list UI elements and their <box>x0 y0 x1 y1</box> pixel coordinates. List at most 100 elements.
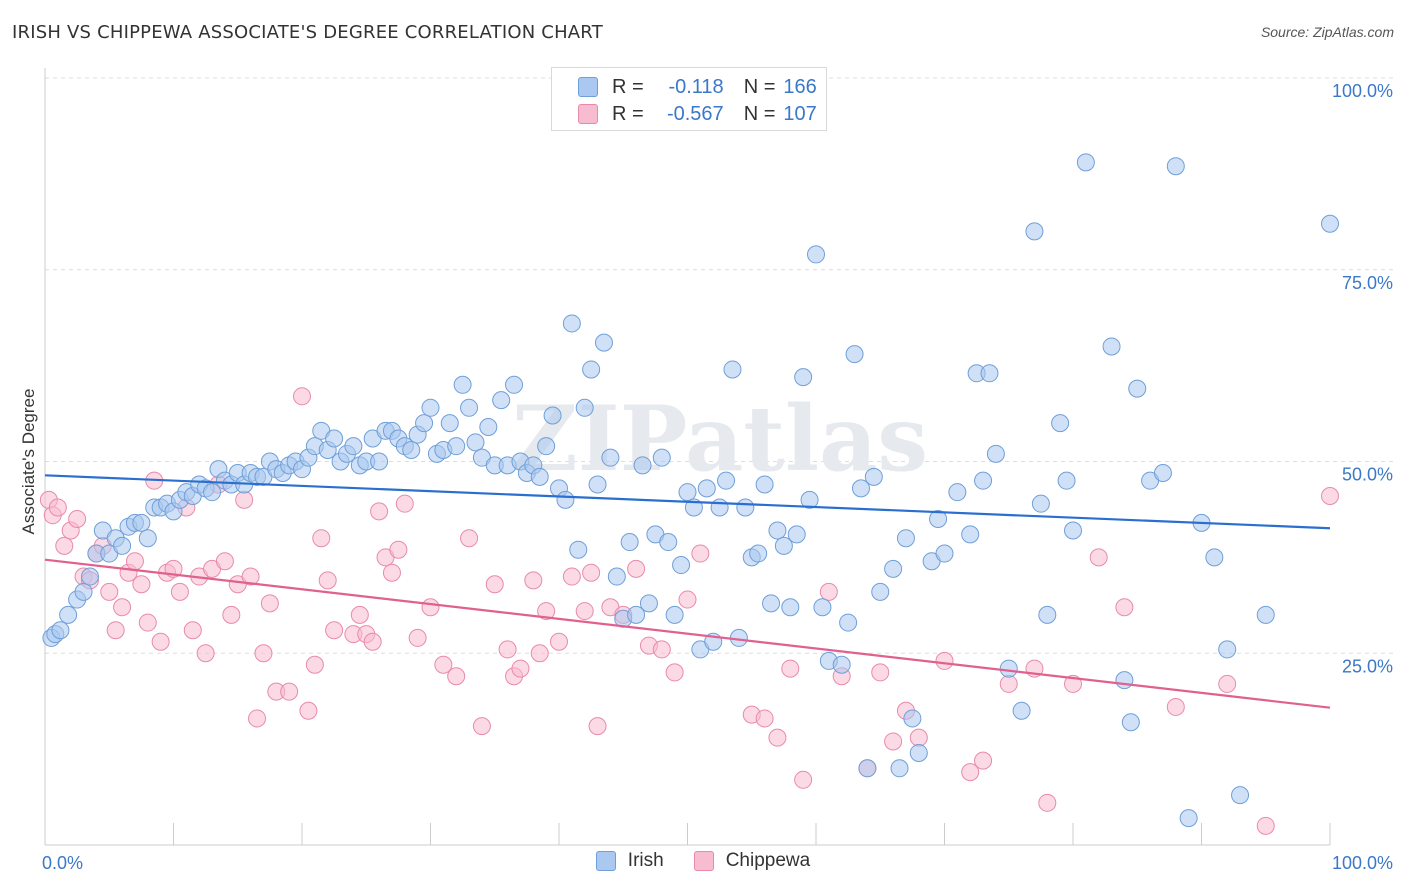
chippewa-point <box>1166 697 1185 716</box>
chippewa-point <box>280 682 299 701</box>
irish-point <box>851 479 870 498</box>
irish-point <box>1012 701 1031 720</box>
chippewa-point <box>183 621 202 640</box>
chippewa-point <box>68 510 87 529</box>
irish-point <box>543 406 562 425</box>
irish-point <box>762 594 781 613</box>
chippewa-point <box>395 494 414 513</box>
legend-row-irish: R = -0.118 N = 166 <box>578 74 817 100</box>
chippewa-point <box>871 663 890 682</box>
irish-r-value: -0.118 <box>668 75 724 98</box>
chippewa-point <box>961 763 980 782</box>
chippewa-point <box>222 605 241 624</box>
chippewa-point <box>421 598 440 617</box>
chippewa-point <box>260 594 279 613</box>
chippewa-point <box>1115 598 1134 617</box>
irish-point <box>601 448 620 467</box>
legend-row-chippewa: R = -0.567 N = 107 <box>578 101 817 127</box>
chippewa-point <box>48 498 67 517</box>
y-axis-label: Associate's Degree <box>19 389 38 535</box>
irish-point <box>1121 713 1140 732</box>
irish-point <box>794 368 813 387</box>
chippewa-point <box>562 567 581 586</box>
chippewa-n-value: 107 <box>783 102 817 125</box>
chippewa-point <box>370 502 389 521</box>
chippewa-point <box>974 751 993 770</box>
irish-legend-label: Irish <box>627 850 664 871</box>
chippewa-point <box>325 621 344 640</box>
irish-point <box>51 621 70 640</box>
chippewa-point <box>170 582 189 601</box>
irish-point <box>447 437 466 456</box>
chippewa-point <box>588 717 607 736</box>
irish-point <box>1218 640 1237 659</box>
irish-point <box>492 391 511 410</box>
irish-point <box>203 483 222 502</box>
chippewa-point <box>781 659 800 678</box>
chippewa-point <box>151 632 170 651</box>
irish-point <box>652 448 671 467</box>
chippewa-point <box>472 717 491 736</box>
irish-point <box>807 245 825 264</box>
chippewa-point <box>305 655 324 674</box>
chippewa-point <box>819 582 838 601</box>
irish-point <box>1057 471 1076 490</box>
irish-point <box>138 529 157 548</box>
chippewa-point <box>794 770 813 789</box>
chippewa-point <box>447 667 466 686</box>
irish-point <box>749 544 768 563</box>
irish-trend-line <box>44 474 1331 530</box>
irish-point <box>1321 214 1339 233</box>
irish-point <box>415 414 434 433</box>
grid-lines <box>45 77 1395 654</box>
irish-point <box>1166 157 1185 176</box>
chippewa-point <box>537 602 556 621</box>
chippewa-legend-label: Chippewa <box>725 850 811 871</box>
irish-point <box>736 498 755 517</box>
irish-point <box>594 333 613 352</box>
irish-point <box>871 582 890 601</box>
irish-point <box>1051 414 1070 433</box>
irish-point <box>659 533 678 552</box>
irish-point <box>845 345 864 364</box>
trend-lines <box>44 474 1331 709</box>
chippewa-point <box>138 613 157 632</box>
irish-point <box>884 559 903 578</box>
chippewa-point <box>550 632 568 651</box>
chippewa-point <box>132 575 151 594</box>
irish-point <box>588 475 607 494</box>
irish-point <box>556 490 575 509</box>
irish-point <box>1038 605 1057 624</box>
stats-legend: R = -0.118 N = 166 R = -0.567 N = 107 <box>551 67 827 131</box>
chippewa-point <box>293 387 311 406</box>
irish-point <box>1102 337 1121 356</box>
legend-item-chippewa: Chippewa <box>693 850 811 872</box>
irish-point <box>453 375 472 394</box>
chippewa-point <box>248 709 267 728</box>
irish-point <box>717 471 736 490</box>
irish-point <box>1031 494 1050 513</box>
irish-legend-swatch <box>595 851 616 871</box>
chart-title: IRISH VS CHIPPEWA ASSOCIATE'S DEGREE COR… <box>12 22 603 43</box>
chippewa-point <box>1321 487 1339 506</box>
irish-point <box>1064 521 1082 540</box>
irish-point <box>1025 222 1044 241</box>
irish-point <box>858 759 877 778</box>
data-points <box>39 153 1339 835</box>
irish-point <box>890 759 909 778</box>
chippewa-point <box>196 644 215 663</box>
irish-point <box>935 544 954 563</box>
irish-point <box>505 375 524 394</box>
irish-point <box>678 483 697 502</box>
irish-point <box>421 398 440 417</box>
irish-point <box>710 498 729 517</box>
irish-point <box>530 467 549 486</box>
irish-point <box>537 437 556 456</box>
chippewa-point <box>408 628 427 647</box>
chippewa-point <box>389 540 408 559</box>
chippewa-point <box>575 602 594 621</box>
irish-point <box>1153 464 1172 483</box>
irish-point <box>1256 605 1275 624</box>
irish-point <box>1179 809 1198 828</box>
irish-point <box>974 471 993 490</box>
